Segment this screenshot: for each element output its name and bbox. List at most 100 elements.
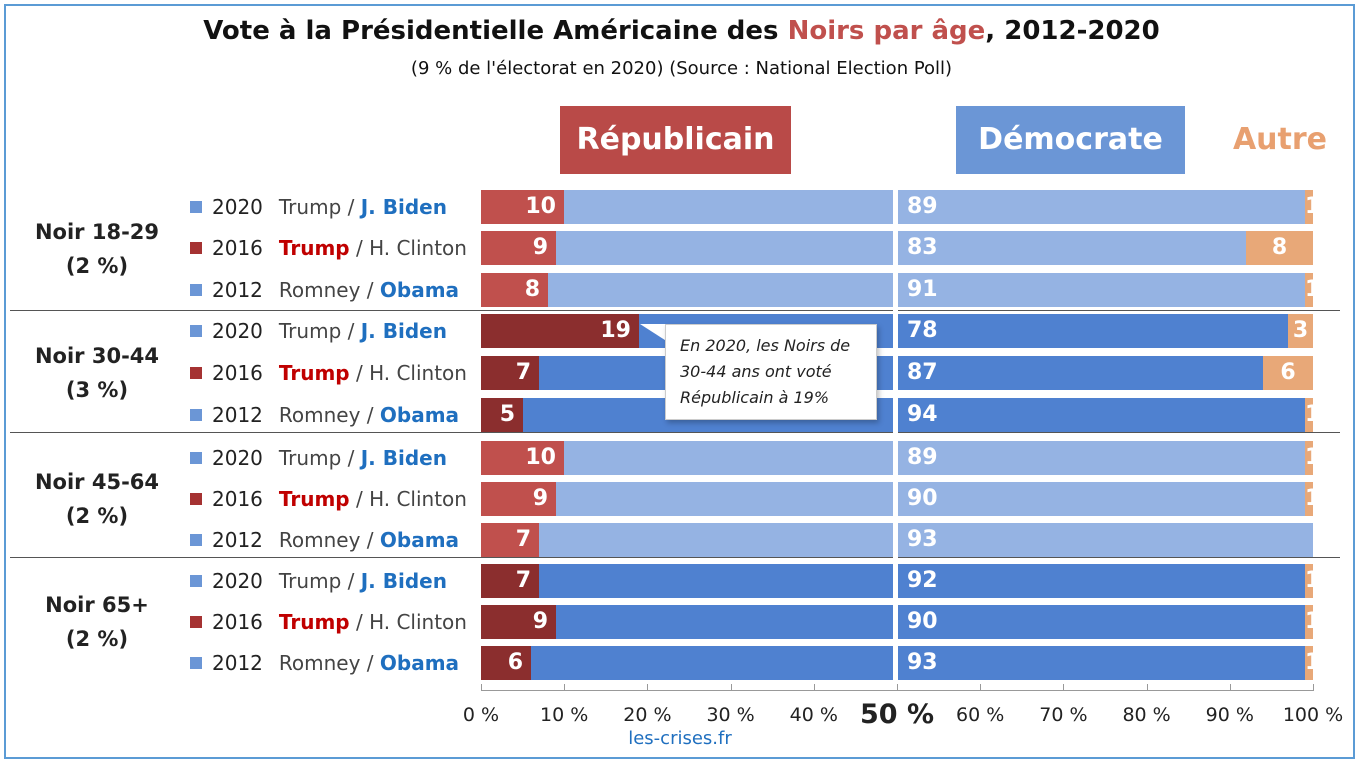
bar-democrat: 90 xyxy=(556,605,1305,639)
bar-other: 1 xyxy=(1305,482,1313,516)
x-tick-label: 30 % xyxy=(706,704,755,726)
group-share: (2 %) xyxy=(65,627,129,651)
group-share: (3 %) xyxy=(65,378,129,402)
democrat-value: 83 xyxy=(907,235,938,260)
democrat-value: 89 xyxy=(907,194,938,219)
row-year: 2012 xyxy=(212,403,263,427)
bar-republican: 8 xyxy=(481,273,548,307)
x-tick xyxy=(897,684,898,691)
row-label: 2016 Trump / H. Clinton xyxy=(190,231,467,265)
legend-square xyxy=(190,493,202,505)
bar-republican: 9 xyxy=(481,482,556,516)
row-year: 2020 xyxy=(212,319,263,343)
group-label: Noir 30-44 (3 %) xyxy=(12,339,182,407)
bar-democrat: 94 xyxy=(523,398,1305,432)
democrat-value: 92 xyxy=(907,568,938,593)
bar-republican: 6 xyxy=(481,646,531,680)
row-label: 2016 Trump / H. Clinton xyxy=(190,482,467,516)
group-share: (2 %) xyxy=(65,253,129,278)
democrat-value: 78 xyxy=(907,318,938,343)
group-label: Noir 45-64 (2 %) xyxy=(12,465,182,533)
annotation-callout: En 2020, les Noirs de 30-44 ans ont voté… xyxy=(665,324,877,420)
dem-candidate: J. Biden xyxy=(360,195,447,219)
republican-header: Républicain xyxy=(560,106,791,174)
x-tick xyxy=(730,684,732,691)
x-tick-label: 50 % xyxy=(859,699,935,730)
legend-square xyxy=(190,575,202,587)
x-tick xyxy=(647,684,649,691)
bar-other: 6 xyxy=(1263,356,1313,390)
legend-square xyxy=(190,367,202,379)
row-year: 2020 xyxy=(212,195,263,219)
democrat-value: 91 xyxy=(907,277,938,302)
row-label: 2012 Romney / Obama xyxy=(190,646,459,680)
dem-candidate: H. Clinton xyxy=(369,361,467,385)
title-highlight: Noirs par âge xyxy=(787,16,986,46)
x-tick xyxy=(1313,684,1314,691)
bar-other: 1 xyxy=(1305,273,1313,307)
democrat-value: 93 xyxy=(907,650,938,675)
democrat-header: Démocrate xyxy=(956,106,1185,174)
bar-republican: 7 xyxy=(481,356,539,390)
x-tick xyxy=(1146,684,1148,691)
x-tick xyxy=(980,684,982,691)
legend-square xyxy=(190,657,202,669)
rep-candidate: Trump xyxy=(278,610,350,634)
row-label: 2020 Trump / J. Biden xyxy=(190,190,447,224)
democrat-value: 94 xyxy=(907,402,938,427)
row-label: 2016 Trump / H. Clinton xyxy=(190,605,467,639)
bar-democrat: 90 xyxy=(556,482,1305,516)
bar-other: 1 xyxy=(1305,646,1313,680)
rep-candidate: Romney xyxy=(278,278,361,302)
row-year: 2012 xyxy=(212,528,263,552)
rep-candidate: Romney xyxy=(278,528,361,552)
x-tick xyxy=(1063,684,1065,691)
group-name: Noir 30-44 xyxy=(34,344,160,368)
group-share: (2 %) xyxy=(65,504,129,528)
rep-candidate: Trump xyxy=(278,319,342,343)
bar-republican: 9 xyxy=(481,231,556,265)
row-year: 2020 xyxy=(212,446,263,470)
x-tick-label: 90 % xyxy=(1205,704,1254,726)
row-year: 2016 xyxy=(212,487,263,511)
democrat-value: 90 xyxy=(907,486,938,511)
dem-candidate: J. Biden xyxy=(360,319,447,343)
bar-democrat: 89 xyxy=(564,190,1305,224)
group-name: Noir 65+ xyxy=(45,593,149,617)
bar-other: 3 xyxy=(1288,314,1313,348)
x-tick-label: 10 % xyxy=(540,704,589,726)
bar-republican: 5 xyxy=(481,398,523,432)
group-separator xyxy=(10,310,1340,311)
legend-square xyxy=(190,242,202,254)
rep-candidate: Trump xyxy=(278,195,342,219)
democrat-value: 87 xyxy=(907,360,938,385)
bar-republican: 7 xyxy=(481,523,539,557)
group-label: Noir 65+ (2 %) xyxy=(12,588,182,656)
x-tick xyxy=(564,684,566,691)
bar-democrat: 93 xyxy=(539,523,1313,557)
dem-candidate: Obama xyxy=(379,403,460,427)
dem-candidate: H. Clinton xyxy=(369,236,467,260)
x-tick xyxy=(1229,684,1231,691)
bar-democrat: 83 xyxy=(556,231,1246,265)
bar-other: 1 xyxy=(1305,441,1313,475)
dem-candidate: H. Clinton xyxy=(369,487,467,511)
rep-candidate: Romney xyxy=(278,403,361,427)
group-name: Noir 45-64 xyxy=(34,470,160,494)
row-year: 2012 xyxy=(212,278,263,302)
bar-republican: 7 xyxy=(481,564,539,598)
row-year: 2016 xyxy=(212,236,263,260)
rep-candidate: Trump xyxy=(278,446,342,470)
group-separator xyxy=(10,557,1340,558)
other-header: Autre xyxy=(1232,122,1328,157)
democrat-value: 90 xyxy=(907,609,938,634)
bar-democrat: 89 xyxy=(564,441,1305,475)
row-year: 2020 xyxy=(212,569,263,593)
dem-candidate: Obama xyxy=(379,278,460,302)
row-label: 2020 Trump / J. Biden xyxy=(190,564,447,598)
legend-square xyxy=(190,325,202,337)
rep-candidate: Romney xyxy=(278,651,361,675)
dem-candidate: Obama xyxy=(379,528,460,552)
x-tick-label: 80 % xyxy=(1122,704,1171,726)
rep-candidate: Trump xyxy=(278,569,342,593)
